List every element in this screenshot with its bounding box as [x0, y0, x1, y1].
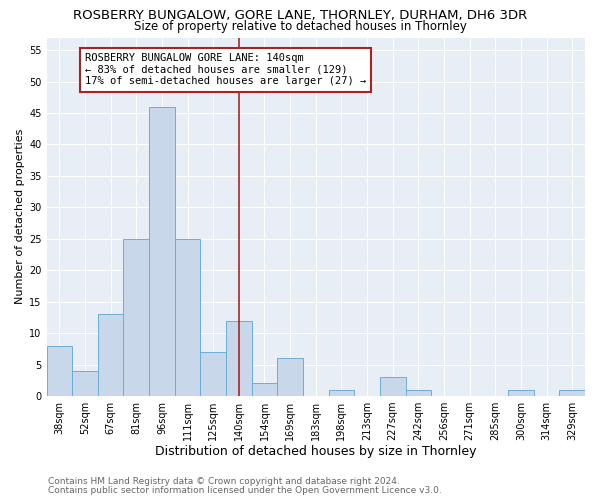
- Bar: [329, 390, 354, 396]
- Bar: [72, 371, 98, 396]
- Text: Contains HM Land Registry data © Crown copyright and database right 2024.: Contains HM Land Registry data © Crown c…: [48, 477, 400, 486]
- Bar: [251, 384, 277, 396]
- Bar: [406, 390, 431, 396]
- Y-axis label: Number of detached properties: Number of detached properties: [15, 129, 25, 304]
- Bar: [559, 390, 585, 396]
- Text: ROSBERRY BUNGALOW GORE LANE: 140sqm
← 83% of detached houses are smaller (129)
1: ROSBERRY BUNGALOW GORE LANE: 140sqm ← 83…: [85, 53, 366, 86]
- Bar: [277, 358, 303, 396]
- Bar: [200, 352, 226, 396]
- Text: Contains public sector information licensed under the Open Government Licence v3: Contains public sector information licen…: [48, 486, 442, 495]
- Bar: [47, 346, 72, 396]
- Bar: [380, 377, 406, 396]
- Text: ROSBERRY BUNGALOW, GORE LANE, THORNLEY, DURHAM, DH6 3DR: ROSBERRY BUNGALOW, GORE LANE, THORNLEY, …: [73, 9, 527, 22]
- Text: Size of property relative to detached houses in Thornley: Size of property relative to detached ho…: [134, 20, 466, 33]
- Bar: [149, 106, 175, 396]
- X-axis label: Distribution of detached houses by size in Thornley: Distribution of detached houses by size …: [155, 444, 476, 458]
- Bar: [175, 238, 200, 396]
- Bar: [226, 320, 251, 396]
- Bar: [124, 238, 149, 396]
- Bar: [508, 390, 534, 396]
- Bar: [98, 314, 124, 396]
